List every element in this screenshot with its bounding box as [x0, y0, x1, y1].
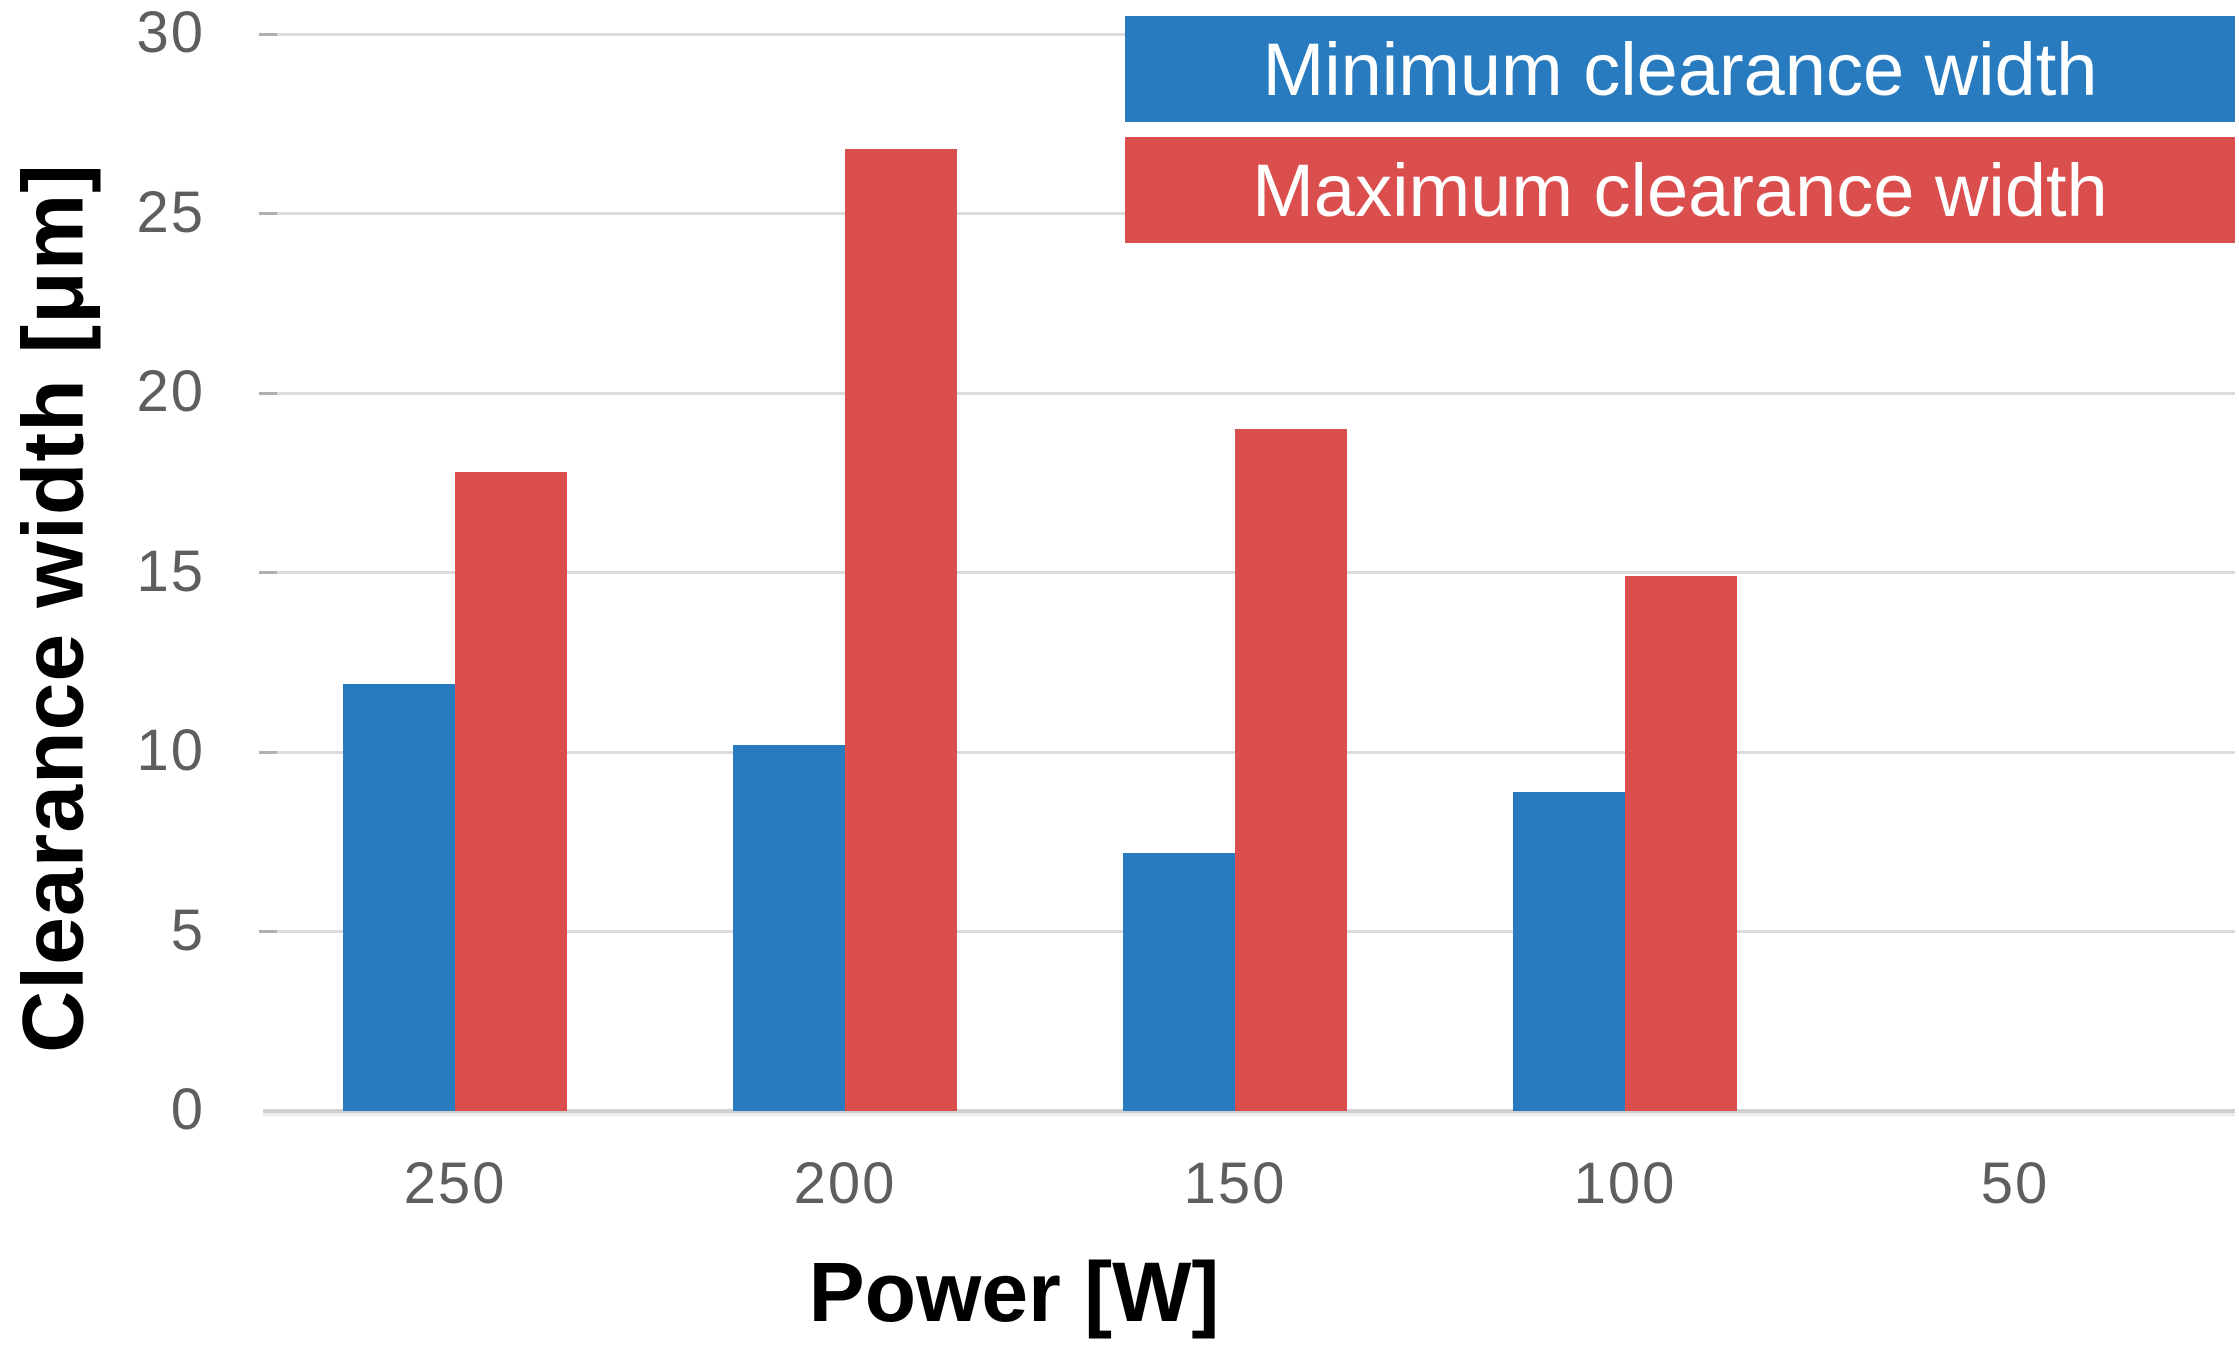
y-tick-mark-20 [259, 391, 277, 395]
y-tick-label-15: 15 [136, 538, 205, 604]
x-tick-label-200: 200 [793, 1151, 897, 1216]
y-tick-label-25: 25 [136, 179, 205, 245]
y-axis-tick-labels: 0 5 10 15 20 25 30 [0, 0, 205, 1353]
y-tick-label-0: 0 [170, 1077, 205, 1143]
bar-max-250 [455, 471, 567, 1111]
y-tick-label-20: 20 [136, 359, 205, 425]
legend-item-maximum-clearance: Maximum clearance width [1125, 137, 2235, 243]
x-tick-label-250: 250 [403, 1151, 507, 1216]
bar-min-250 [343, 683, 455, 1111]
legend: Minimum clearance width Maximum clearance… [1125, 16, 2235, 243]
bar-min-100 [1513, 791, 1625, 1111]
y-tick-label-30: 30 [136, 0, 205, 66]
y-tick-mark-15 [259, 571, 277, 574]
y-tick-mark-30 [259, 32, 277, 36]
bar-max-200 [845, 148, 957, 1111]
y-tick-mark-5 [259, 930, 277, 933]
x-axis-title: Power [W] [808, 1245, 1220, 1339]
bar-max-150 [1235, 428, 1347, 1111]
legend-item-label: Maximum clearance width [1252, 148, 2108, 232]
x-tick-label-50: 50 [1980, 1151, 2050, 1216]
y-tick-label-10: 10 [136, 718, 205, 784]
plot-area [259, 32, 2235, 1113]
legend-item-minimum-clearance: Minimum clearance width [1125, 16, 2235, 122]
y-tick-mark-25 [259, 212, 277, 215]
x-tick-label-100: 100 [1573, 1151, 1677, 1216]
bar-min-200 [733, 744, 845, 1111]
gridline-20 [263, 391, 2235, 395]
y-tick-mark-10 [259, 750, 277, 754]
bar-max-100 [1625, 576, 1737, 1111]
bar-min-150 [1123, 852, 1235, 1111]
legend-item-label: Minimum clearance width [1262, 27, 2098, 111]
y-tick-label-5: 5 [170, 897, 205, 963]
x-tick-label-150: 150 [1183, 1151, 1287, 1216]
